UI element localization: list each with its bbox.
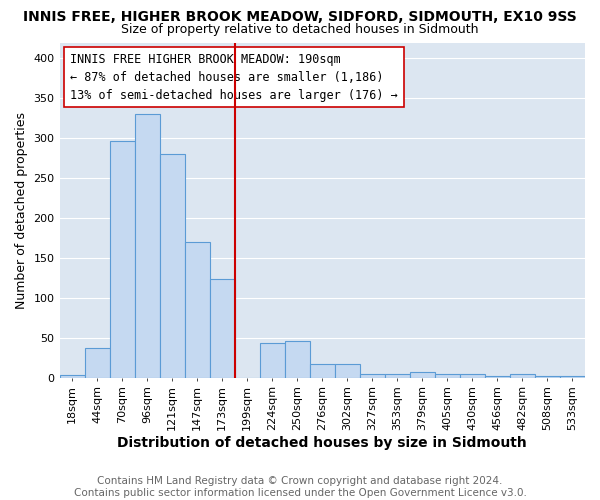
Bar — [185, 242, 209, 378]
Bar — [260, 344, 285, 378]
Bar — [110, 140, 134, 378]
Y-axis label: Number of detached properties: Number of detached properties — [15, 112, 28, 308]
Bar — [285, 341, 310, 378]
Bar — [160, 154, 185, 378]
Bar — [560, 376, 585, 378]
Bar — [335, 364, 360, 378]
Bar — [85, 348, 110, 378]
Bar — [209, 278, 235, 378]
Bar — [535, 376, 560, 378]
Bar — [310, 364, 335, 378]
Text: Contains HM Land Registry data © Crown copyright and database right 2024.
Contai: Contains HM Land Registry data © Crown c… — [74, 476, 526, 498]
Text: INNIS FREE, HIGHER BROOK MEADOW, SIDFORD, SIDMOUTH, EX10 9SS: INNIS FREE, HIGHER BROOK MEADOW, SIDFORD… — [23, 10, 577, 24]
Text: Size of property relative to detached houses in Sidmouth: Size of property relative to detached ho… — [121, 22, 479, 36]
Bar — [410, 372, 435, 378]
Bar — [385, 374, 410, 378]
Bar — [59, 376, 85, 378]
Text: INNIS FREE HIGHER BROOK MEADOW: 190sqm
← 87% of detached houses are smaller (1,1: INNIS FREE HIGHER BROOK MEADOW: 190sqm ←… — [70, 52, 398, 102]
Bar — [134, 114, 160, 378]
Bar — [360, 374, 385, 378]
X-axis label: Distribution of detached houses by size in Sidmouth: Distribution of detached houses by size … — [118, 436, 527, 450]
Bar — [510, 374, 535, 378]
Bar — [435, 374, 460, 378]
Bar — [485, 376, 510, 378]
Bar — [460, 374, 485, 378]
